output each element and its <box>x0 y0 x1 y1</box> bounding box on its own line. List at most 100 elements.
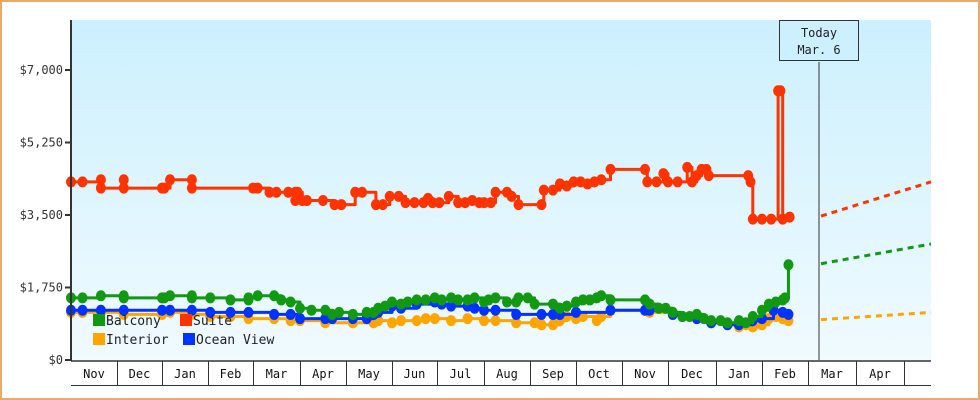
x-month-label: Mar <box>266 367 288 381</box>
data-point <box>243 292 254 304</box>
x-month-label: Mar <box>821 367 843 381</box>
legend-label: Ocean View <box>196 333 274 348</box>
data-point <box>479 315 489 327</box>
data-point <box>411 294 422 306</box>
data-point <box>658 168 669 180</box>
data-point <box>775 85 786 97</box>
data-point <box>605 163 616 175</box>
data-point <box>295 302 305 314</box>
data-point <box>290 195 301 206</box>
data-point <box>490 292 501 304</box>
data-point <box>642 176 653 188</box>
today-label-box <box>779 20 859 61</box>
x-month-label: Jan <box>174 367 196 381</box>
today-label-line2: Mar. 6 <box>797 43 840 57</box>
data-point <box>77 304 88 316</box>
data-point <box>165 304 176 316</box>
legend-label: Suite <box>193 314 232 329</box>
forecast-interior <box>820 310 932 322</box>
data-point <box>271 186 282 198</box>
data-point <box>95 182 106 194</box>
data-point <box>469 302 480 314</box>
data-point <box>513 292 524 304</box>
data-point <box>485 197 496 209</box>
x-month-label: Aug <box>496 367 518 381</box>
data-point <box>443 190 454 202</box>
data-point <box>186 304 197 316</box>
today-marker: Today Mar. 6 <box>779 20 859 360</box>
x-month-label: Feb <box>774 367 796 381</box>
data-point <box>446 300 457 312</box>
data-point <box>502 296 512 308</box>
x-month-label: Sep <box>542 367 564 381</box>
data-point <box>264 186 275 198</box>
data-point <box>165 290 176 302</box>
data-point <box>186 182 197 194</box>
x-month-label: Jan <box>728 367 750 381</box>
data-point <box>420 313 431 325</box>
data-point <box>400 197 411 209</box>
legend-swatch-interior <box>93 333 105 345</box>
legend: Balcony Suite Interior Ocean View <box>93 314 274 348</box>
data-point <box>252 290 263 302</box>
data-point <box>420 294 431 306</box>
data-point <box>469 292 480 304</box>
data-point <box>663 176 673 188</box>
data-point <box>118 304 129 316</box>
data-point <box>453 294 464 306</box>
data-point <box>225 294 236 306</box>
y-axis-ticks: $0 $1,750 $3,500 $5,250 $7,000 <box>20 63 71 367</box>
data-point <box>377 199 388 211</box>
data-point <box>357 186 368 198</box>
series-balcony <box>66 259 794 329</box>
data-point <box>571 306 581 318</box>
data-point <box>292 186 303 198</box>
data-point <box>522 292 533 304</box>
y-tick-label: $3,500 <box>20 208 63 222</box>
data-point <box>95 290 106 302</box>
data-point <box>118 174 129 186</box>
data-point <box>252 182 263 194</box>
data-point <box>436 294 447 306</box>
data-point <box>757 304 767 316</box>
legend-label: Balcony <box>106 314 161 329</box>
data-point <box>740 317 751 329</box>
data-point <box>429 313 440 325</box>
data-point <box>347 308 358 320</box>
data-point <box>747 311 758 322</box>
data-point <box>118 182 129 194</box>
data-point <box>490 315 501 327</box>
data-point <box>529 298 540 310</box>
data-point <box>757 213 767 225</box>
legend-swatch-suite <box>180 314 192 326</box>
data-point <box>329 199 340 211</box>
data-point <box>453 197 464 209</box>
data-point <box>703 170 714 182</box>
data-point <box>186 292 197 304</box>
data-point <box>780 292 790 304</box>
forecast-suite <box>820 180 932 218</box>
x-month-label: Jul <box>450 367 472 381</box>
data-point <box>318 195 328 206</box>
forecast-balcony <box>820 242 932 266</box>
forecast-layer <box>820 180 932 322</box>
legend-label: Interior <box>106 333 169 348</box>
data-point <box>95 174 106 186</box>
data-point <box>677 311 688 322</box>
x-month-label: Oct <box>588 367 610 381</box>
data-point <box>667 306 678 318</box>
data-point <box>596 174 607 186</box>
data-point <box>384 190 395 202</box>
data-point <box>561 300 572 312</box>
data-point <box>118 292 129 304</box>
data-point <box>706 315 717 327</box>
plot-area <box>71 20 931 360</box>
data-point <box>409 197 420 209</box>
data-point <box>387 317 397 329</box>
y-tick-label: $1,750 <box>20 281 63 295</box>
x-month-label: Jun <box>404 367 426 381</box>
data-point <box>350 186 361 198</box>
data-point <box>396 315 406 327</box>
data-point <box>77 176 88 188</box>
data-point <box>285 308 296 320</box>
